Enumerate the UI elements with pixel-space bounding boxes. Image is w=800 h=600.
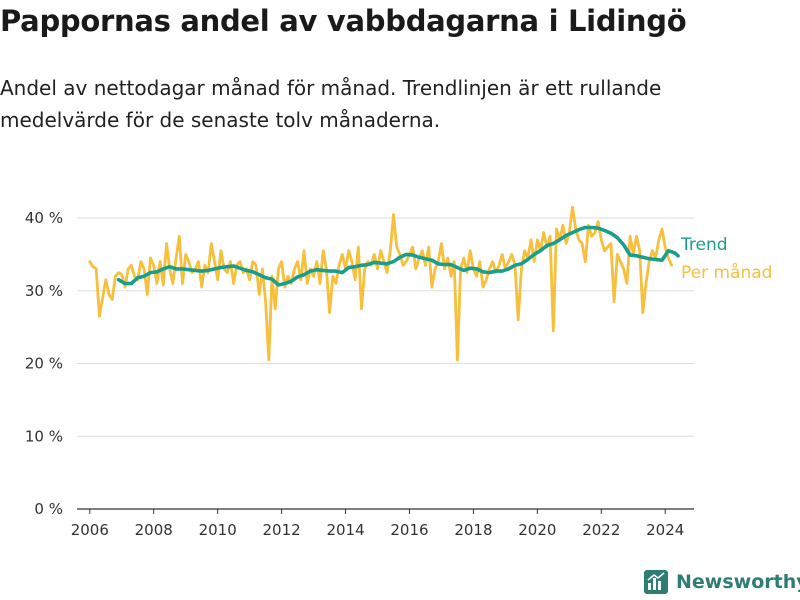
x-tick-label: 2018 [454, 521, 492, 539]
x-axis-tick-labels: 2006 2008 2010 2012 2014 2016 2018 2020 2022 2024 [71, 521, 685, 539]
legend: Trend Per månad [680, 235, 772, 283]
legend-label-per-manad: Per månad [681, 262, 772, 283]
x-tick-label: 2024 [646, 521, 684, 539]
series-line-trend [116, 225, 680, 287]
y-tick-label: 10 % [25, 427, 63, 445]
x-axis [77, 508, 694, 514]
x-tick-label: 2022 [582, 521, 620, 539]
x-tick-label: 2012 [263, 521, 301, 539]
y-tick-label: 20 % [25, 355, 63, 373]
series-lines [88, 205, 680, 362]
series-line-per-manad [88, 205, 673, 362]
brand-name: Newsworthy [676, 571, 800, 593]
y-tick-label: 0 % [34, 500, 63, 518]
x-tick-label: 2014 [326, 521, 364, 539]
brand-logo[interactable]: Newsworthy [644, 570, 800, 594]
x-tick-label: 2016 [390, 521, 428, 539]
y-tick-label: 30 % [25, 282, 63, 300]
x-tick-label: 2008 [135, 521, 173, 539]
chart-title: Pappornas andel av vabbdagarna i Lidingö [0, 4, 687, 38]
gridlines [77, 217, 694, 437]
y-axis: 0 % 10 % 20 % 30 % 40 % [25, 209, 63, 518]
x-tick-label: 2010 [199, 521, 237, 539]
newsworthy-logo-icon [644, 570, 668, 594]
x-tick-label: 2006 [71, 521, 109, 539]
chart-subtitle: Andel av nettodagar månad för månad. Tre… [0, 76, 662, 132]
y-tick-label: 40 % [25, 209, 63, 227]
x-tick-label: 2020 [518, 521, 556, 539]
legend-label-trend: Trend [680, 235, 728, 255]
